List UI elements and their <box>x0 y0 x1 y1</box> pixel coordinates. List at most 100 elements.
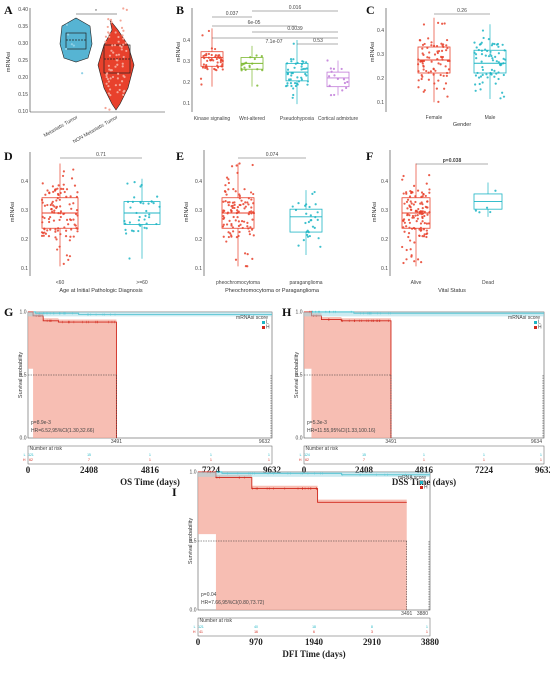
data-point <box>407 235 410 239</box>
data-point <box>421 207 424 210</box>
km-risk-count: 6 <box>313 630 315 634</box>
data-point <box>244 61 248 64</box>
data-point <box>252 234 255 237</box>
km-ci-band-l <box>198 472 430 477</box>
data-point <box>409 200 412 203</box>
data-point <box>443 22 446 25</box>
data-point <box>406 198 410 201</box>
km-hazard-ratio: HR=7.66,95%CI(0.80,73.72) <box>201 600 265 606</box>
data-point <box>333 74 336 77</box>
data-point <box>231 226 235 229</box>
data-point <box>49 203 52 207</box>
km-risk-table <box>27 445 273 465</box>
data-point <box>309 219 312 222</box>
data-point <box>231 206 234 209</box>
data-point <box>108 54 112 57</box>
panel-letter-c: C <box>366 3 375 17</box>
data-point <box>65 254 69 257</box>
data-point <box>411 214 415 218</box>
data-point <box>227 204 230 207</box>
panel-f: F mRNAsi 0.1 0.2 0.3 0.4 p=0.038 Alive D… <box>366 149 503 294</box>
data-point <box>119 19 122 22</box>
data-point <box>108 68 111 71</box>
km-legend-swatch <box>420 481 423 484</box>
data-point <box>502 95 506 98</box>
data-point <box>207 29 211 33</box>
km-risk-count: 7 <box>363 458 365 462</box>
data-point <box>122 43 125 46</box>
data-point <box>477 48 480 52</box>
panel-a-ytick: 0.20 <box>18 75 28 81</box>
data-point <box>70 43 73 46</box>
data-point <box>314 203 317 206</box>
data-point <box>305 67 308 70</box>
data-point <box>242 203 245 206</box>
data-point <box>69 235 72 238</box>
data-point <box>234 219 237 222</box>
panel-d-boxes <box>40 163 161 267</box>
data-point <box>200 83 203 86</box>
data-point <box>54 236 57 239</box>
data-point <box>490 54 493 58</box>
data-point <box>289 57 293 61</box>
km-xtick: 0 <box>26 465 31 475</box>
data-point <box>64 229 68 232</box>
km-risk-row-label: L <box>194 625 196 629</box>
data-point <box>421 62 424 65</box>
km-risk-count: 1 <box>210 453 212 457</box>
data-point <box>108 108 111 111</box>
km-median-label: 3491 <box>385 439 396 445</box>
data-point <box>429 70 433 73</box>
data-point <box>305 61 308 64</box>
km-ylabel: Survival probability <box>18 352 24 398</box>
data-point <box>140 183 143 187</box>
km-ytick: 1.0 <box>20 310 27 316</box>
data-point <box>446 47 449 50</box>
data-point <box>74 224 77 227</box>
km-risk-count: 15 <box>362 453 366 457</box>
data-point <box>296 61 299 65</box>
data-point <box>75 209 79 212</box>
data-point <box>481 65 484 69</box>
data-point <box>70 207 73 210</box>
km-pvalue: p=5.3e-3 <box>307 420 327 426</box>
panel-c-ytick: 0.1 <box>377 100 384 106</box>
data-point <box>317 237 320 240</box>
data-point <box>441 58 444 61</box>
km-risk-count: 1 <box>210 458 212 462</box>
data-point <box>437 62 440 65</box>
data-point <box>220 65 223 68</box>
km-ytick: 1.0 <box>190 470 197 476</box>
data-point <box>336 77 339 80</box>
data-point <box>236 209 239 212</box>
data-point <box>108 35 111 39</box>
panel-e-xcat: paraganglioma <box>289 280 322 286</box>
data-point <box>437 79 440 82</box>
data-point <box>340 67 343 71</box>
km-legend-swatch <box>420 486 423 489</box>
panel-b-pval: 0.037 <box>226 11 239 17</box>
data-point <box>420 73 423 77</box>
data-point <box>244 205 247 208</box>
data-point <box>222 200 225 203</box>
data-point <box>502 57 505 60</box>
data-point <box>480 60 483 63</box>
data-point <box>243 207 246 210</box>
data-point <box>417 86 420 89</box>
data-point <box>126 182 129 185</box>
data-point <box>489 50 492 53</box>
data-point <box>118 88 121 92</box>
data-point <box>240 69 243 72</box>
data-point <box>445 71 449 75</box>
data-point <box>207 56 210 59</box>
data-point <box>297 80 301 83</box>
data-point <box>57 193 60 197</box>
data-point <box>122 93 125 96</box>
data-point <box>424 205 427 209</box>
km-risk-row-label: H <box>193 630 196 634</box>
data-point <box>485 206 489 209</box>
panel-f-pval: p=0.038 <box>443 158 462 164</box>
data-point <box>112 51 115 54</box>
km-risk-count: 1 <box>483 453 485 457</box>
data-point <box>308 205 311 209</box>
